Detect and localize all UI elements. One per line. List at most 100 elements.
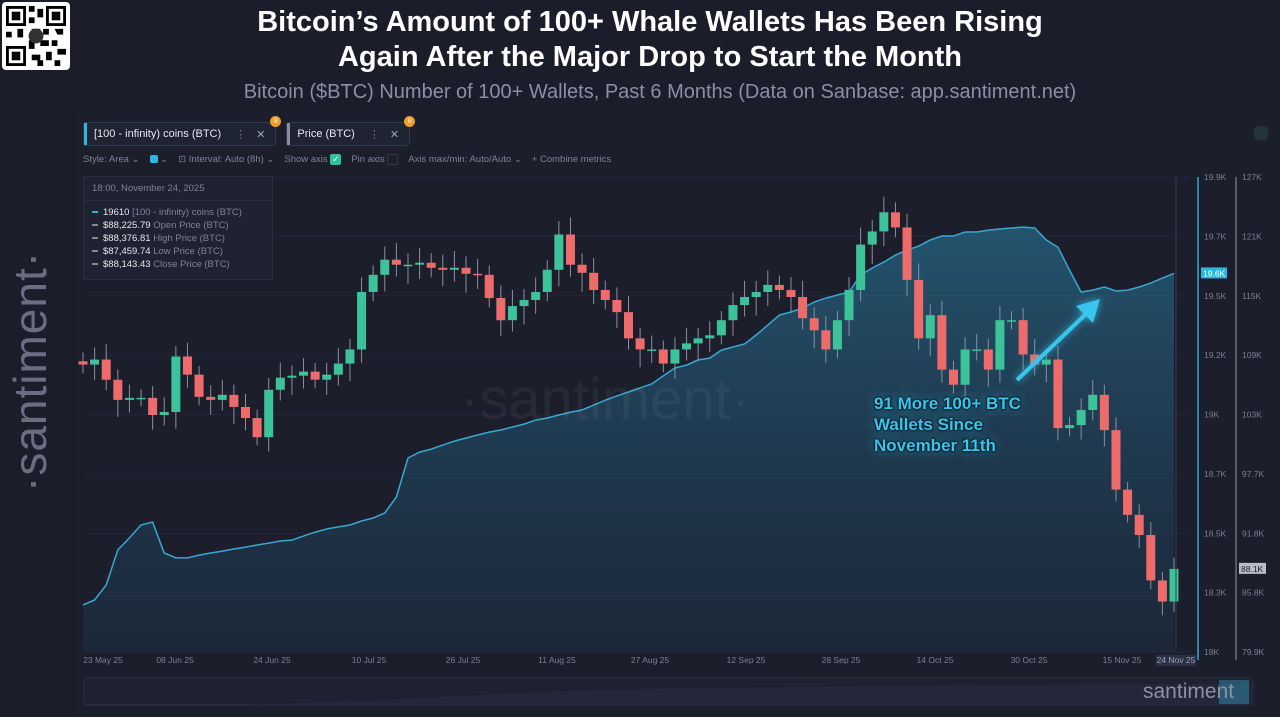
price-candle	[937, 315, 947, 370]
price-candle	[473, 273, 483, 276]
metric-tabs: [100 - infinity) coins (BTC) ⋮ ✕ 8 Price…	[83, 116, 416, 146]
tab-price-metric[interactable]: Price (BTC) ⋮ ✕ 8	[286, 116, 416, 146]
price-candle	[589, 272, 599, 290]
price-candle	[136, 397, 146, 400]
price-candle	[461, 267, 471, 274]
price-candle	[217, 394, 227, 400]
x-tick-label: 14 Oct 25	[917, 655, 954, 665]
price-candle	[612, 300, 622, 313]
x-tick-label: 26 Jul 25	[446, 655, 481, 665]
price-candle	[322, 374, 332, 380]
x-tick-label: 24 Jun 25	[253, 655, 291, 665]
tab-whale-wallets-metric[interactable]: [100 - infinity) coins (BTC) ⋮ ✕ 8	[83, 116, 282, 146]
wallet-tick-label: 18.5K	[1204, 528, 1227, 538]
price-candle	[206, 396, 216, 400]
annotation-line: Wallets Since	[874, 415, 983, 434]
data-tooltip: 18:00, November 24, 2025 19610 [100 - in…	[83, 176, 273, 280]
wallet-tick-label: 18.7K	[1204, 469, 1227, 479]
tooltip-label: Close Price (BTC)	[153, 259, 230, 270]
x-current-label: 24 Nov 25	[1157, 655, 1196, 665]
price-candle	[600, 289, 610, 301]
price-candle	[1053, 359, 1063, 429]
price-candle	[960, 349, 970, 385]
tooltip-label: [100 - infinity) coins (BTC)	[132, 207, 242, 218]
price-candle	[832, 320, 842, 350]
price-candle	[264, 389, 274, 438]
style-label: Style: Area	[83, 154, 129, 165]
interval-dropdown[interactable]: ⊡ Interval: Auto (8h) ⌄	[178, 154, 275, 165]
axis-minmax-label: Axis max/min: Auto/Auto	[408, 154, 512, 165]
price-candle	[426, 262, 436, 268]
wallet-tick-label: 19.7K	[1204, 231, 1227, 241]
price-candle	[496, 298, 506, 321]
price-candle	[751, 291, 761, 298]
price-candle	[925, 315, 935, 339]
price-candle	[240, 406, 250, 419]
tooltip-value: 19610	[103, 207, 130, 218]
show-axis-checkbox[interactable]: Show axis ✓	[284, 154, 342, 166]
price-candle	[995, 320, 1005, 370]
price-candle	[275, 377, 285, 390]
price-candle	[1076, 409, 1086, 426]
pin-axis-label: Pin axis	[351, 154, 385, 166]
tooltip-value: $88,225.79	[103, 220, 151, 231]
axis-minmax-dropdown[interactable]: Axis max/min: Auto/Auto ⌄	[408, 154, 522, 165]
interval-label: Interval: Auto (8h)	[188, 154, 264, 165]
price-candle	[1134, 514, 1144, 536]
combine-metrics-button[interactable]: + Combine metrics	[531, 154, 612, 165]
time-range-navigator[interactable]	[83, 677, 1254, 706]
price-candle	[763, 284, 773, 292]
close-icon[interactable]: ✕	[256, 128, 266, 141]
price-candle	[740, 297, 750, 306]
wallets-area-fill	[83, 227, 1174, 652]
price-candle	[78, 361, 88, 365]
price-tick-label: 115K	[1242, 291, 1262, 301]
price-candle	[786, 289, 796, 298]
price-candle	[1041, 359, 1051, 365]
wallet-tick-label: 19.9K	[1204, 172, 1227, 182]
price-candle	[333, 363, 343, 375]
more-options-icon[interactable]: ⋮	[368, 128, 380, 141]
price-candle	[565, 234, 575, 265]
wallet-tick-label: 19K	[1204, 410, 1219, 420]
price-tick-label: 79.9K	[1242, 647, 1265, 657]
tooltip-row: 19610 [100 - infinity) coins (BTC)	[84, 206, 272, 219]
title-line-2: Again After the Major Drop to Start the …	[337, 41, 962, 73]
close-icon[interactable]: ✕	[389, 128, 400, 141]
pin-axis-checkbox[interactable]: Pin axis	[351, 154, 399, 166]
x-tick-label: 10 Jul 25	[352, 655, 387, 665]
tooltip-row: $88,376.81 High Price (BTC)	[84, 232, 272, 245]
price-candle	[391, 259, 401, 265]
price-tick-label: 109K	[1242, 350, 1262, 360]
price-tick-label: 121K	[1242, 231, 1262, 241]
price-candle	[821, 330, 831, 350]
price-candle	[972, 349, 982, 351]
settings-toggle[interactable]	[1254, 126, 1268, 140]
annotation: 91 More 100+ BTC Wallets Since November …	[874, 393, 1021, 456]
notification-badge: 8	[270, 116, 282, 127]
x-tick-label: 30 Oct 25	[1011, 655, 1048, 665]
price-candle	[449, 267, 459, 270]
price-candle	[229, 394, 239, 407]
tooltip-date: 18:00, November 24, 2025	[84, 177, 272, 201]
price-candle	[902, 227, 912, 280]
price-candle	[113, 379, 123, 400]
x-tick-label: 11 Aug 25	[538, 655, 576, 665]
price-candle	[890, 212, 900, 228]
more-options-icon[interactable]: ⋮	[235, 128, 247, 141]
page-title: Bitcoin’s Amount of 100+ Whale Wallets H…	[0, 5, 1280, 75]
color-picker[interactable]: ⌄	[149, 154, 168, 165]
price-candle	[507, 306, 517, 321]
price-candle	[1007, 320, 1017, 322]
price-candle	[1111, 430, 1121, 490]
price-candle	[716, 320, 726, 336]
style-dropdown[interactable]: Style: Area ⌄	[83, 154, 140, 165]
price-candle	[438, 267, 448, 270]
price-candle	[867, 231, 877, 245]
price-candle	[101, 359, 111, 380]
notification-badge: 8	[404, 116, 416, 127]
tab-label: Price (BTC)	[297, 128, 355, 140]
price-candle	[124, 397, 134, 400]
navigator-preview	[84, 680, 1254, 706]
